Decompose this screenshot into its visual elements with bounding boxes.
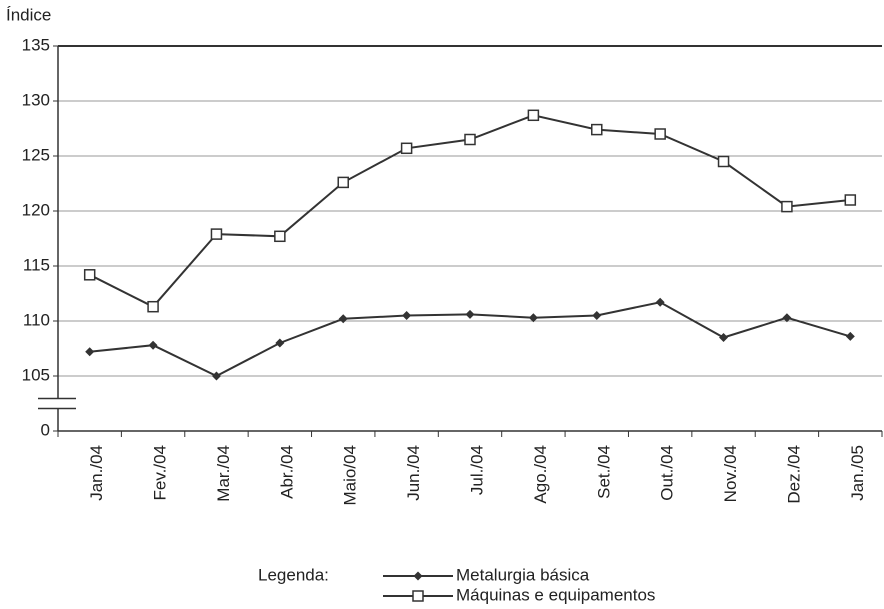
y-tick-label: 135 (22, 35, 50, 54)
x-tick-label: Nov./04 (721, 445, 740, 502)
data-point (719, 333, 729, 342)
data-point (464, 133, 476, 146)
data-point (210, 228, 223, 240)
data-point (85, 347, 95, 357)
data-point (781, 200, 793, 213)
legend-title: Legenda: (258, 565, 329, 584)
x-tick-label: Jan./04 (87, 445, 106, 501)
data-point (275, 338, 285, 348)
data-point (402, 311, 412, 320)
x-tick-label: Jan./05 (848, 445, 867, 501)
data-point (147, 300, 159, 313)
data-point (338, 314, 348, 324)
x-tick-label: Out./04 (658, 445, 677, 501)
data-point (148, 340, 158, 350)
data-point (465, 309, 475, 319)
x-tick-label: Set./04 (594, 445, 613, 499)
axis-break-gap (54, 398, 62, 409)
x-tick-label: Dez./04 (784, 445, 803, 504)
data-point (528, 313, 538, 323)
x-tick-label: Maio/04 (341, 445, 360, 505)
data-point (274, 230, 286, 243)
y-tick-label: 115 (23, 255, 50, 274)
y-tick-label: 110 (23, 310, 50, 329)
x-tick-label: Mar./04 (214, 445, 233, 502)
data-point (782, 313, 792, 323)
legend-label: Máquinas e equipamentos (456, 585, 655, 604)
data-point (844, 194, 857, 206)
y-tick-label: 125 (22, 145, 50, 164)
data-point (400, 142, 413, 155)
x-tick-label: Fev./04 (151, 445, 170, 500)
data-point (717, 155, 730, 168)
data-point (845, 331, 855, 341)
data-point (655, 297, 665, 307)
y-tick-label: 130 (22, 90, 50, 109)
x-tick-label: Jun./04 (404, 445, 423, 501)
data-point (654, 128, 666, 140)
y-tick-label: 120 (22, 200, 50, 219)
y-tick-label: 105 (22, 365, 50, 384)
legend-marker (412, 590, 424, 602)
data-point (592, 311, 602, 320)
y-axis-title: Índice (6, 5, 51, 24)
y-tick-label: 0 (41, 420, 50, 439)
data-point (527, 109, 540, 122)
data-point (337, 176, 349, 189)
x-tick-label: Abr./04 (277, 445, 296, 499)
x-tick-label: Ago./04 (531, 445, 550, 504)
data-point (83, 269, 96, 281)
legend-marker (413, 571, 423, 581)
data-point (211, 371, 221, 381)
x-tick-label: Jul./04 (467, 445, 486, 495)
data-point (591, 123, 603, 136)
legend-label: Metalurgia básica (456, 565, 590, 584)
